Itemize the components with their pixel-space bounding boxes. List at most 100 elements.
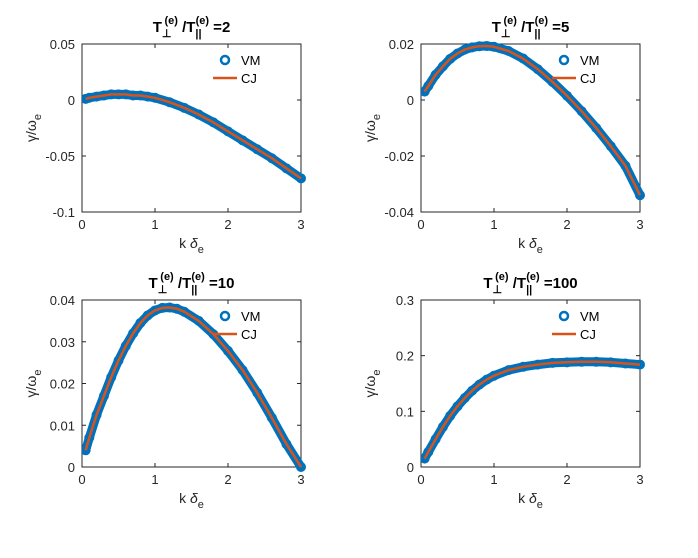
chart-panel-4: 0 1 2 3 0 0.1 0.2 0.3 VM CJ T⊥(e) /T||(e) =100 k δe… bbox=[362, 271, 645, 511]
y-tick-label: 0 bbox=[68, 93, 75, 108]
legend-cj-label: CJ bbox=[241, 71, 257, 86]
plot-area bbox=[81, 299, 302, 468]
chart-title: T⊥(e) /T||(e) =2 bbox=[153, 15, 231, 40]
plot-area bbox=[81, 43, 302, 213]
vm-marker bbox=[459, 392, 470, 403]
series-cj-line bbox=[423, 360, 641, 460]
vm-marker bbox=[208, 117, 219, 128]
x-tick-label: 0 bbox=[417, 472, 424, 487]
y-tick-label: 0 bbox=[407, 93, 414, 108]
plot-area bbox=[420, 299, 641, 468]
x-tick-label: 1 bbox=[151, 472, 158, 487]
vm-marker bbox=[237, 365, 248, 376]
y-tick-label: 0.02 bbox=[50, 377, 75, 392]
chart-title: T⊥(e) /T||(e) =10 bbox=[149, 271, 235, 296]
x-tick-label: 2 bbox=[563, 472, 570, 487]
chart-panel-1: 0 1 2 3 -0.1 -0.05 0 0.05 VM CJ T⊥(e) /T||(e) =2 k … bbox=[23, 15, 306, 256]
x-tick-label: 0 bbox=[78, 217, 85, 232]
vm-marker bbox=[266, 153, 277, 164]
legend-vm-label: VM bbox=[241, 309, 261, 324]
legend-vm-marker bbox=[219, 54, 231, 66]
x-tick-label: 2 bbox=[224, 217, 231, 232]
vm-marker bbox=[252, 387, 263, 398]
vm-marker bbox=[423, 446, 434, 457]
y-axis-label: γ/ωe bbox=[23, 370, 44, 398]
y-tick-label: -0.04 bbox=[384, 205, 414, 220]
vm-marker bbox=[532, 64, 543, 75]
y-tick-label: -0.02 bbox=[384, 149, 414, 164]
vm-marker bbox=[223, 345, 233, 356]
legend-vm-label: VM bbox=[241, 53, 261, 68]
x-tick-label: 1 bbox=[490, 472, 497, 487]
plot-content bbox=[82, 302, 306, 472]
vm-marker bbox=[481, 374, 492, 385]
y-tick-label: 0.05 bbox=[50, 37, 75, 52]
vm-marker bbox=[437, 61, 448, 72]
plot-content bbox=[421, 356, 645, 464]
y-tick-label: 0.01 bbox=[50, 418, 75, 433]
x-tick-label: 3 bbox=[297, 472, 304, 487]
vm-marker bbox=[142, 310, 153, 321]
chart-panel-3: 0 1 2 3 0 0.01 0.02 0.03 0.04 VM CJ T⊥(e) /T||(e) =… bbox=[23, 271, 306, 511]
x-axis-label: k δe bbox=[518, 490, 543, 511]
legend-vm-marker bbox=[558, 54, 570, 66]
vm-marker bbox=[437, 421, 448, 432]
plot-content bbox=[82, 89, 306, 184]
y-tick-label: -0.1 bbox=[53, 205, 75, 220]
y-tick-label: 0.1 bbox=[396, 404, 414, 419]
vm-marker bbox=[605, 141, 616, 152]
vm-marker bbox=[120, 340, 131, 351]
x-axis-label: k δe bbox=[518, 235, 543, 256]
y-tick-label: 0 bbox=[68, 460, 75, 475]
vm-marker bbox=[474, 379, 485, 390]
y-tick-label: 0.3 bbox=[396, 293, 414, 308]
series-cj-line bbox=[84, 306, 303, 468]
legend: VM CJ bbox=[213, 309, 261, 342]
vm-marker bbox=[296, 173, 306, 184]
chart-panel-2: 0 1 2 3 -0.04 -0.02 0 0.02 VM CJ T⊥(e) /T||(e) =5 k… bbox=[362, 15, 645, 256]
x-tick-label: 2 bbox=[563, 217, 570, 232]
legend-vm-label: VM bbox=[580, 53, 600, 68]
vm-marker bbox=[430, 69, 441, 80]
vm-marker bbox=[296, 462, 306, 472]
plot-area bbox=[420, 43, 641, 213]
y-tick-label: 0.04 bbox=[50, 293, 75, 308]
vm-marker bbox=[489, 370, 499, 381]
vm-marker bbox=[281, 439, 292, 450]
x-axis-label: k δe bbox=[179, 490, 204, 511]
vm-marker bbox=[518, 53, 529, 64]
chart-title: T⊥(e) /T||(e) =100 bbox=[483, 271, 577, 296]
vm-marker bbox=[452, 48, 463, 59]
plot-content bbox=[421, 40, 645, 201]
vm-marker bbox=[237, 135, 248, 146]
series-cj-line bbox=[423, 44, 642, 196]
vm-marker bbox=[179, 102, 190, 113]
y-axis-label: γ/ωe bbox=[362, 114, 383, 142]
y-tick-label: 0.03 bbox=[50, 335, 75, 350]
chart-title: T⊥(e) /T||(e) =5 bbox=[492, 15, 570, 40]
x-tick-label: 1 bbox=[151, 217, 158, 232]
vm-marker bbox=[635, 190, 645, 201]
series-cj-line bbox=[85, 93, 302, 180]
y-tick-label: 0 bbox=[407, 460, 414, 475]
legend-cj-label: CJ bbox=[241, 327, 257, 342]
legend-vm-marker bbox=[219, 310, 231, 322]
vm-marker bbox=[193, 315, 204, 326]
vm-marker bbox=[266, 412, 277, 423]
x-tick-label: 3 bbox=[297, 217, 304, 232]
vm-marker bbox=[620, 160, 631, 171]
y-axis-label: γ/ωe bbox=[23, 114, 44, 142]
legend: VM CJ bbox=[552, 53, 600, 86]
x-tick-label: 0 bbox=[417, 217, 424, 232]
vm-marker bbox=[591, 123, 602, 133]
vm-marker bbox=[445, 410, 456, 421]
y-axis-label: γ/ωe bbox=[362, 370, 383, 398]
vm-marker bbox=[562, 90, 572, 101]
vm-marker bbox=[423, 81, 434, 91]
vm-marker bbox=[445, 53, 456, 64]
x-tick-label: 3 bbox=[636, 472, 643, 487]
y-tick-label: -0.05 bbox=[45, 149, 75, 164]
legend-vm-marker bbox=[558, 310, 570, 322]
y-tick-label: 0.02 bbox=[389, 37, 414, 52]
